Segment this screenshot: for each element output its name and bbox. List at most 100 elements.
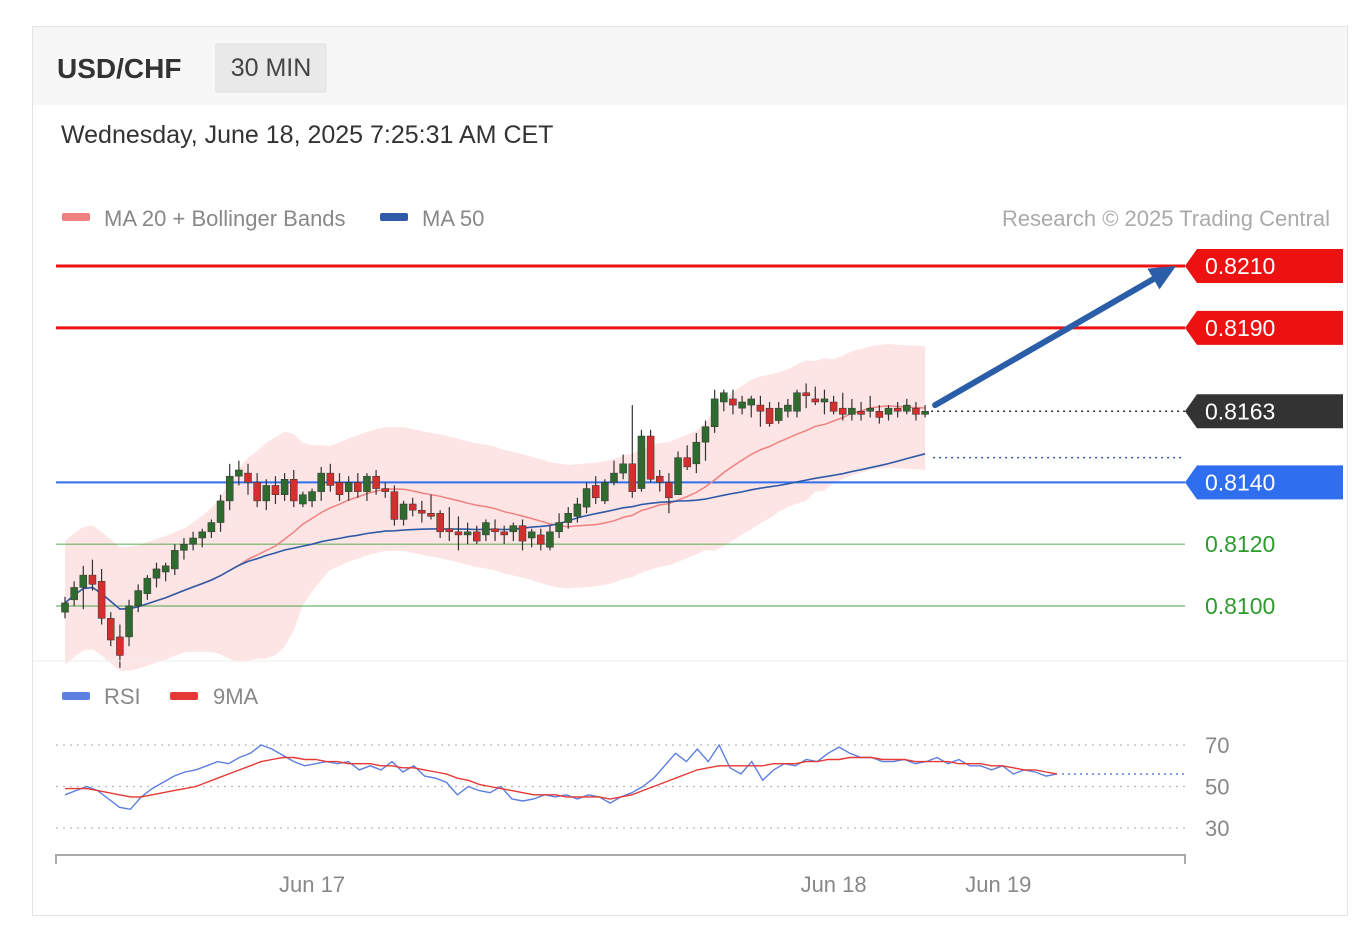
candle-body — [354, 482, 362, 492]
candle-body — [445, 528, 454, 533]
rsi-tick-30: 30 — [1205, 816, 1229, 841]
candle-body — [555, 522, 563, 533]
research-credit: Research © 2025 Trading Central — [1002, 206, 1330, 231]
candle-body — [884, 407, 893, 415]
candle-body — [372, 475, 380, 489]
candle-body — [198, 531, 206, 539]
candle-body — [738, 401, 746, 409]
candle-body — [619, 463, 627, 474]
candle-body — [500, 531, 508, 536]
candle-body — [683, 457, 691, 468]
candle-body — [729, 398, 737, 406]
candle-body — [518, 525, 527, 542]
candle-body — [720, 392, 728, 403]
bollinger-band-area — [65, 344, 926, 671]
x-tick-label: Jun 17 — [279, 872, 345, 897]
chart-header: USD/CHF 30 MIN — [33, 27, 1347, 105]
current-price-label: 0.8163 — [1205, 398, 1275, 424]
candle-body — [70, 587, 78, 601]
candle-body — [765, 407, 774, 424]
rsi-tick-50: 50 — [1205, 775, 1229, 800]
level-0.8120-label: 0.8120 — [1205, 531, 1275, 557]
candle-body — [601, 482, 609, 502]
candle-body — [848, 407, 856, 415]
candle-body — [427, 513, 435, 517]
candle-body — [244, 472, 252, 483]
candle-body — [271, 485, 280, 495]
candle-body — [656, 475, 664, 483]
candle-body — [875, 411, 884, 418]
candle-body — [280, 479, 289, 495]
candle-body — [363, 475, 371, 492]
candle-body — [290, 479, 298, 502]
candle-body — [610, 472, 618, 483]
candle-body — [390, 491, 399, 520]
candle-body — [399, 503, 408, 520]
candle-body — [747, 398, 755, 406]
candle-body — [116, 636, 124, 656]
candle-body — [701, 426, 710, 443]
candle-body — [491, 528, 499, 533]
candle-body — [207, 522, 216, 533]
candle-body — [829, 401, 838, 412]
rsi-series-RSI — [64, 743, 1058, 811]
candle-body — [335, 482, 344, 495]
rsi-tick-70: 70 — [1205, 733, 1229, 758]
candle-body — [436, 513, 444, 533]
time-axis-line — [55, 854, 1186, 864]
ma50-legend-label: MA 50 — [422, 206, 484, 231]
x-tick-label: Jun 19 — [965, 872, 1031, 897]
candle-body — [893, 407, 902, 412]
candle-body — [802, 392, 810, 397]
candle-body — [143, 577, 152, 594]
candle-body — [665, 482, 673, 499]
candle-body — [418, 509, 426, 514]
candle-body — [253, 482, 261, 502]
candle-body — [811, 398, 820, 403]
candle-body — [537, 534, 545, 545]
level-0.8100-label: 0.8100 — [1205, 593, 1275, 619]
candle-body — [317, 472, 325, 492]
candle-body — [61, 602, 69, 613]
ma9-legend-label: 9MA — [213, 684, 259, 709]
time-axis: Jun 17 Jun 18 Jun 19 — [55, 854, 1186, 897]
candle-body — [299, 494, 307, 505]
candle-body — [225, 475, 234, 502]
ma9-legend-swatch — [170, 692, 198, 700]
candle-body — [921, 411, 929, 415]
candle-body — [344, 482, 353, 492]
forecast-arrow-shaft — [932, 276, 1157, 409]
candle-body — [161, 565, 170, 573]
forecast-arrow — [932, 266, 1176, 409]
ma20-legend-swatch — [62, 213, 90, 221]
candle-body — [482, 522, 490, 536]
level-0.8210-badge — [1185, 249, 1343, 283]
candle-body — [527, 531, 536, 539]
candle-body — [454, 531, 463, 536]
price-levels — [56, 264, 1185, 607]
candle-body — [262, 485, 271, 502]
rsi-legend-swatch — [62, 692, 90, 700]
candle-body — [674, 457, 682, 495]
candle-body — [107, 618, 115, 641]
candle-body — [564, 513, 572, 523]
candle-body — [582, 488, 591, 508]
candle-body — [473, 531, 481, 542]
candle-body — [839, 407, 847, 415]
candle-body — [912, 407, 920, 415]
rsi-series-9MA — [65, 756, 1058, 800]
candle-body — [125, 605, 133, 638]
candle-body — [692, 441, 701, 465]
timeframe-badge[interactable]: 30 MIN — [215, 43, 327, 93]
candle-body — [637, 435, 646, 489]
candle-body — [784, 404, 792, 412]
current-price-badge — [1185, 394, 1343, 429]
level-0.8140-badge — [1185, 465, 1343, 500]
candle-body — [793, 392, 801, 412]
level-0.8140-label: 0.8140 — [1205, 469, 1275, 495]
candle-body — [591, 485, 600, 499]
candle-body — [573, 503, 582, 517]
candle-body — [710, 398, 719, 427]
candle-body — [326, 472, 335, 486]
